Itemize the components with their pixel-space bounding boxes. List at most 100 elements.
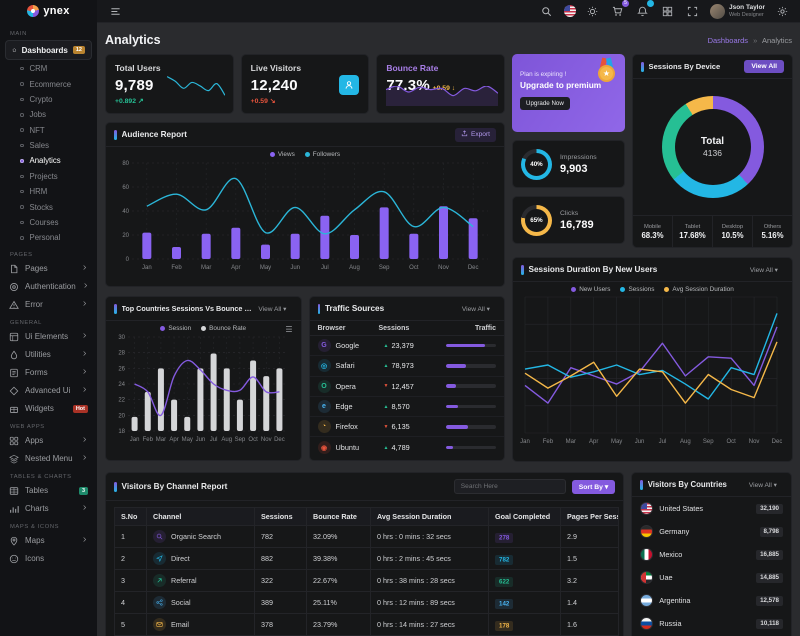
theme-sun-icon[interactable] (585, 3, 601, 19)
upgrade-banner: ★ Plan is expiring ! Upgrade to premium … (512, 54, 625, 132)
sidebar-item-dashboards[interactable]: Dashboards 12 (5, 40, 92, 60)
sidebar-subitem-stocks[interactable]: Stocks (0, 199, 97, 214)
sidebar-section-label: GENERAL (10, 319, 42, 326)
legend-item[interactable]: Session (160, 325, 191, 332)
top-countries-view-all[interactable]: View All ▾ (252, 302, 292, 315)
svg-text:Aug: Aug (349, 265, 360, 271)
utils-icon (10, 350, 18, 359)
sidebar-item-maps[interactable]: Maps (0, 532, 97, 550)
brand-logo[interactable]: ynex (0, 0, 97, 23)
sidebar-item-nested-menu[interactable]: Nested Menu (0, 450, 97, 468)
country-value-badge: 14,885 (756, 572, 783, 583)
language-flag-icon[interactable] (563, 5, 576, 17)
svg-text:Nov: Nov (261, 437, 272, 443)
svg-text:Aug: Aug (221, 437, 232, 443)
page-title: Analytics (105, 33, 161, 47)
svg-text:Feb: Feb (143, 437, 154, 443)
legend-item[interactable]: New Users (571, 286, 610, 293)
sidebar-item-utilities[interactable]: Utilities (0, 346, 97, 364)
settings-gear-icon[interactable] (774, 3, 790, 19)
sidebar-item-pages[interactable]: Pages (0, 260, 97, 278)
svg-text:May: May (611, 439, 622, 445)
sidebar-subitem-crypto[interactable]: Crypto (0, 92, 97, 107)
sidebar-subitem-crm[interactable]: CRM (0, 61, 97, 76)
traffic-view-all[interactable]: View All ▾ (456, 302, 496, 315)
sidebar-subitem-personal[interactable]: Personal (0, 230, 97, 245)
widgets-icon (10, 406, 18, 413)
sidebar-subitem-nft[interactable]: NFT (0, 123, 97, 138)
impressions-label: Impressions (560, 153, 597, 161)
bullet-icon (20, 82, 24, 86)
hamburger-menu-icon[interactable] (107, 3, 123, 19)
legend-item[interactable]: Views (269, 151, 295, 158)
sidebar-subitem-courses[interactable]: Courses (0, 215, 97, 230)
sessions-duration-view-all[interactable]: View All ▾ (744, 263, 784, 276)
sidebar-subitem-hrm[interactable]: HRM (0, 184, 97, 199)
de-flag-icon (640, 525, 654, 538)
notifications-bell-icon[interactable] (635, 0, 654, 19)
channel-search-input[interactable] (453, 479, 566, 494)
charts-icon (10, 505, 19, 513)
search-icon[interactable] (539, 3, 555, 19)
top-countries-chart: 18 20 22 24 26 28 30 Jan Feb Mar Apr May Jun Jul Aug Se… (106, 332, 301, 447)
sort-by-button[interactable]: Sort By ▾ (571, 479, 616, 494)
chevron-right-icon (81, 504, 88, 513)
device-title: Sessions By Device (648, 62, 721, 71)
sidebar-item-tables[interactable]: Tables 3 (0, 482, 97, 500)
cart-icon[interactable]: 5 (610, 0, 629, 19)
tables-icon (9, 486, 19, 495)
sidebar-subitem-analytics[interactable]: Analytics (0, 153, 97, 168)
user-menu[interactable]: Json Taylor Web Designer (709, 3, 765, 19)
auth-icon (9, 282, 19, 291)
legend-item[interactable]: Sessions (620, 286, 654, 293)
sidebar-section-label: PAGES (10, 251, 33, 258)
sidebar-subitem-projects[interactable]: Projects (0, 169, 97, 184)
legend-item[interactable]: Followers (304, 151, 340, 158)
sidebar-item-forms[interactable]: Forms (0, 364, 97, 382)
apps-grid-icon[interactable] (660, 3, 676, 19)
countries-view-all[interactable]: View All ▾ (743, 478, 783, 491)
country-row-mexico: Mexico 16,885 (632, 543, 791, 566)
legend-item[interactable]: Bounce Rate (201, 325, 246, 332)
country-value-badge: 32,190 (756, 503, 783, 514)
sidebar-item-authentication[interactable]: Authentication (0, 278, 97, 296)
fullscreen-icon[interactable] (685, 3, 701, 19)
bullet-icon (20, 97, 24, 102)
sidebar-item-advanced-ui[interactable]: Advanced Ui (0, 382, 97, 400)
export-button[interactable]: Export (454, 127, 496, 142)
chart-menu-icon[interactable]: ☰ (285, 325, 293, 334)
chevron-right-icon (81, 350, 88, 359)
live-visitors-user-icon[interactable] (339, 75, 360, 95)
icons-icon (9, 554, 19, 563)
maps-icon (10, 536, 18, 546)
forms-icon (10, 368, 18, 377)
sidebar-item-apps[interactable]: Apps (0, 432, 97, 450)
breadcrumb-parent[interactable]: Dashboards (707, 35, 749, 45)
sessions-duration-card: Sessions Duration By New Users View All … (512, 257, 793, 462)
sidebar-item-widgets[interactable]: Widgets Hot (0, 400, 97, 418)
device-legend: Mobile 68.3% Tablet 17.68% Desktop 10.5% Other… (633, 215, 792, 247)
svg-text:20: 20 (118, 413, 125, 419)
channel-report-table: S.No Channel Sessions Bounce Rate Avg Sessio… (114, 507, 619, 636)
svg-text:22: 22 (118, 398, 125, 404)
us-flag-icon (640, 502, 654, 515)
sidebar-subitem-sales[interactable]: Sales (0, 138, 97, 153)
traffic-row-ubuntu: ◉ Ubuntu ▲ 4,789 (310, 437, 505, 457)
bullet-icon (20, 236, 24, 240)
svg-text:May: May (260, 265, 271, 271)
sidebar-item-charts[interactable]: Charts (0, 500, 97, 518)
svg-text:0: 0 (126, 257, 130, 263)
total-users-value: 9,789 (115, 77, 154, 94)
impressions-value: 9,903 (560, 162, 588, 175)
goal-completed-badge: 622 (495, 576, 514, 587)
sidebar-item-error[interactable]: Error (0, 296, 97, 314)
upgrade-now-button[interactable]: Upgrade Now (520, 97, 570, 110)
svg-text:Oct: Oct (727, 439, 737, 445)
sidebar-item-ui-elements[interactable]: Ui Elements (0, 328, 97, 346)
legend-item[interactable]: Avg Session Duration (664, 286, 734, 293)
user-name: Json Taylor (728, 3, 765, 11)
sidebar-subitem-jobs[interactable]: Jobs (0, 107, 97, 122)
sidebar-item-icons[interactable]: Icons (0, 550, 97, 568)
sidebar-subitem-ecommerce[interactable]: Ecommerce (0, 76, 97, 91)
device-view-all[interactable]: View All (744, 60, 784, 73)
